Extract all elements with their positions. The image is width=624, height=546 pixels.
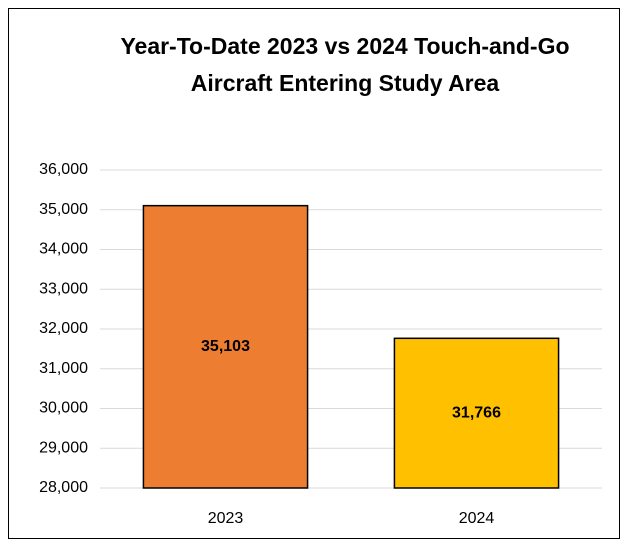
bar <box>393 337 560 489</box>
y-tick-label: 35,000 <box>39 201 88 218</box>
y-tick-label: 30,000 <box>39 400 88 417</box>
y-tick-label: 28,000 <box>39 479 88 496</box>
y-tick-label: 36,000 <box>39 161 88 178</box>
y-tick-label: 33,000 <box>39 280 88 297</box>
chart-title: Year-To-Date 2023 vs 2024 Touch-and-Go A… <box>120 33 570 96</box>
data-label: 31,766 <box>452 404 501 421</box>
data-label: 35,103 <box>201 338 250 355</box>
y-tick-label: 29,000 <box>39 439 88 456</box>
y-tick-label: 31,000 <box>39 360 88 377</box>
x-tick-label: 2023 <box>208 510 244 527</box>
y-tick-label: 34,000 <box>39 241 88 258</box>
x-tick-label: 2024 <box>459 510 495 527</box>
y-tick-label: 32,000 <box>39 320 88 337</box>
bar <box>142 204 309 489</box>
